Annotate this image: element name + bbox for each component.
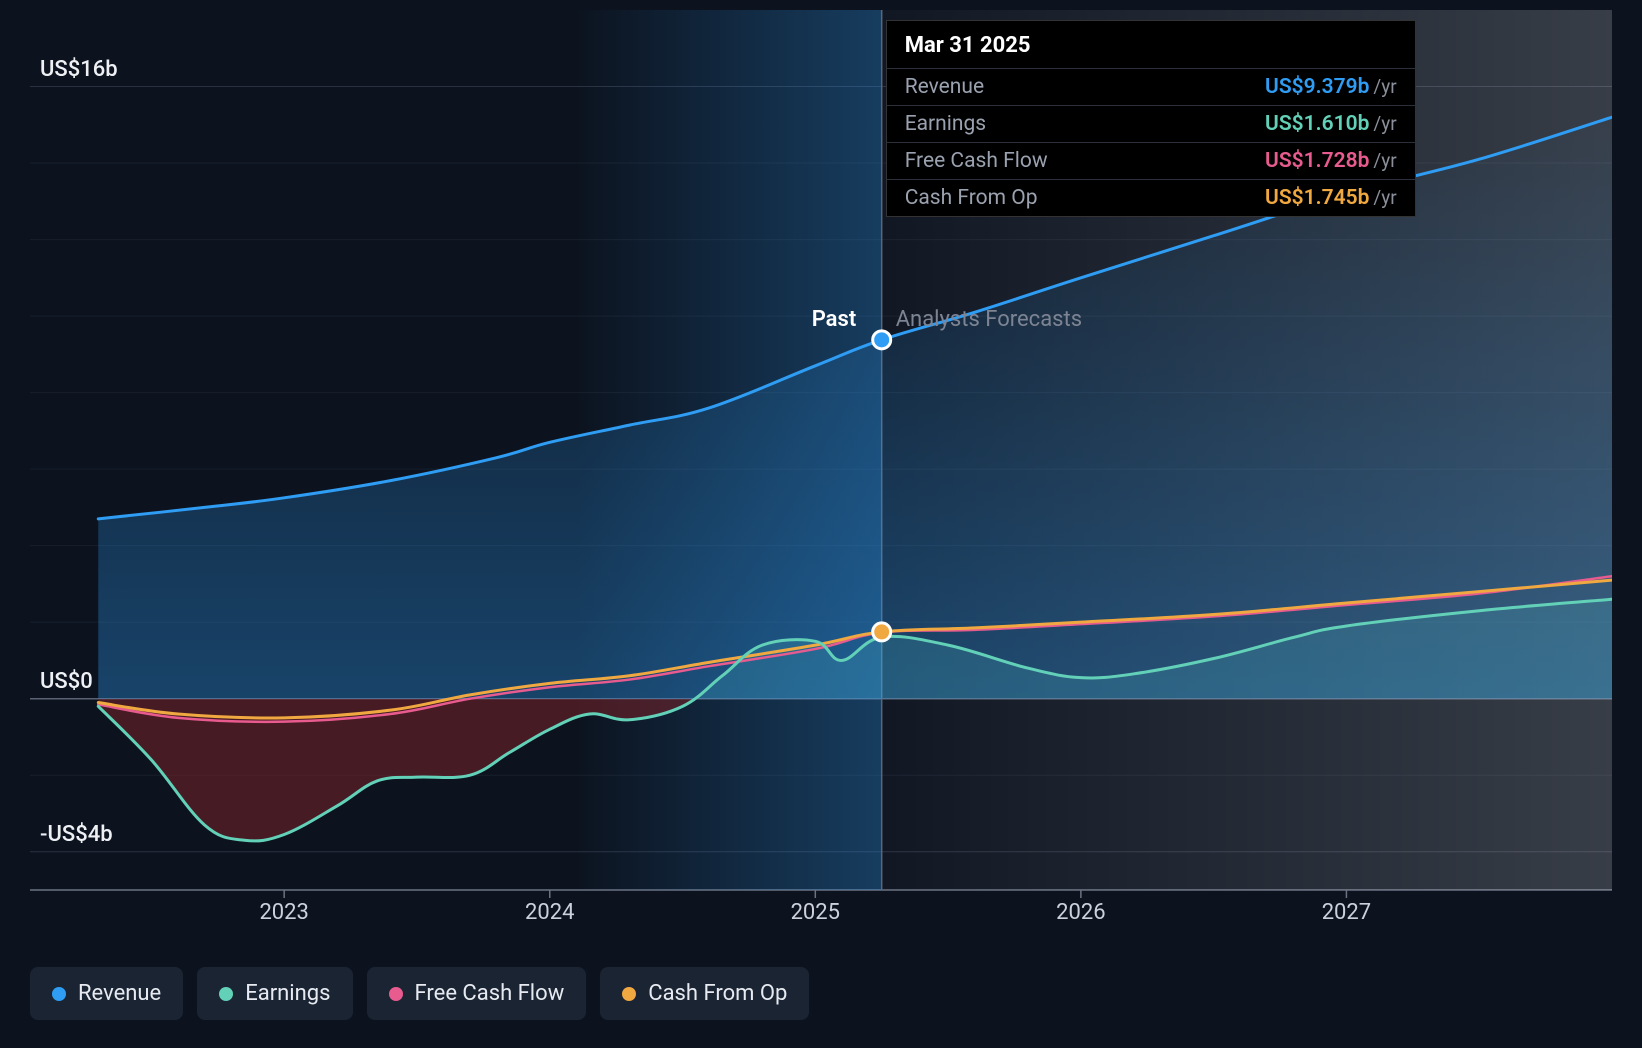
y-axis-tick: US$0 (40, 669, 93, 694)
x-axis-tick: 2024 (525, 900, 574, 925)
tooltip-metric-value: US$1.728b/yr (1265, 149, 1397, 173)
tooltip-metric-value: US$1.745b/yr (1265, 186, 1397, 210)
forecast-label: Analysts Forecasts (896, 307, 1082, 332)
y-axis-tick: US$16b (40, 57, 118, 82)
legend-label: Free Cash Flow (415, 981, 565, 1006)
legend-label: Earnings (245, 981, 330, 1006)
legend-dot-icon (52, 987, 66, 1001)
tooltip-metric-label: Cash From Op (905, 186, 1038, 210)
tooltip-metric-label: Revenue (905, 75, 984, 99)
x-axis-tick: 2025 (791, 900, 840, 925)
tooltip-row: Earnings US$1.610b/yr (887, 105, 1415, 142)
tooltip-row: Revenue US$9.379b/yr (887, 68, 1415, 105)
legend-dot-icon (622, 987, 636, 1001)
past-label: Past (812, 307, 857, 332)
x-axis-tick: 2023 (259, 900, 308, 925)
legend-item[interactable]: Cash From Op (600, 967, 809, 1020)
legend-item[interactable]: Earnings (197, 967, 352, 1020)
x-axis-tick: 2026 (1056, 900, 1105, 925)
x-axis-tick: 2027 (1322, 900, 1371, 925)
legend-item[interactable]: Free Cash Flow (367, 967, 587, 1020)
tooltip-date: Mar 31 2025 (887, 21, 1415, 68)
legend-label: Cash From Op (648, 981, 787, 1006)
tooltip-row: Free Cash Flow US$1.728b/yr (887, 142, 1415, 179)
legend-item[interactable]: Revenue (30, 967, 183, 1020)
chart-container: Past Analysts Forecasts US$16b US$0 -US$4b… (30, 10, 1612, 910)
tooltip-metric-value: US$1.610b/yr (1265, 112, 1397, 136)
tooltip-metric-label: Free Cash Flow (905, 149, 1048, 173)
y-axis-tick: -US$4b (40, 822, 113, 847)
legend-label: Revenue (78, 981, 161, 1006)
tooltip-row: Cash From Op US$1.745b/yr (887, 179, 1415, 216)
tooltip-metric-value: US$9.379b/yr (1265, 75, 1397, 99)
legend-dot-icon (389, 987, 403, 1001)
chart-legend: Revenue Earnings Free Cash Flow Cash From O… (30, 967, 809, 1020)
tooltip-metric-label: Earnings (905, 112, 986, 136)
legend-dot-icon (219, 987, 233, 1001)
chart-tooltip: Mar 31 2025 Revenue US$9.379b/yr Earnings U… (886, 20, 1416, 217)
